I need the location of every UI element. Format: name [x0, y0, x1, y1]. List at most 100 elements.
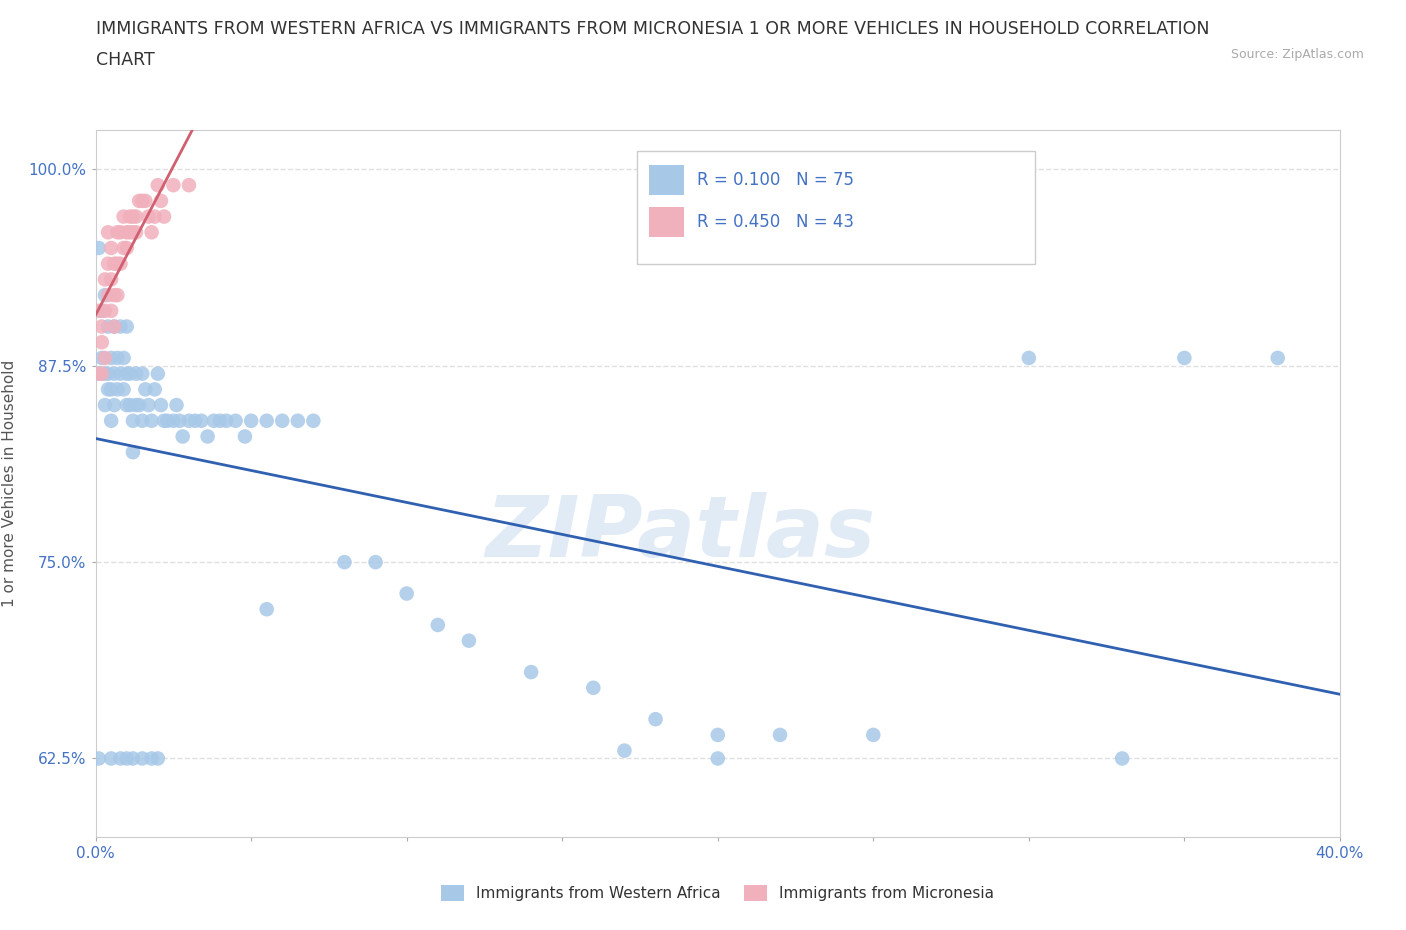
Point [100, 413, 122, 428]
Point [94, 303, 117, 318]
Point [94, 398, 117, 413]
Point [769, 727, 792, 742]
Text: IMMIGRANTS FROM WESTERN AFRICA VS IMMIGRANTS FROM MICRONESIA 1 OR MORE VEHICLES : IMMIGRANTS FROM WESTERN AFRICA VS IMMIGR… [96, 20, 1209, 38]
Point [172, 429, 194, 444]
Point [115, 751, 138, 766]
Point [97, 225, 120, 240]
Point [115, 366, 138, 381]
Point [256, 602, 278, 617]
Point [169, 413, 191, 428]
Point [103, 398, 125, 413]
Point [115, 319, 138, 334]
Point [125, 209, 148, 224]
Point [87, 303, 110, 318]
Point [97, 257, 120, 272]
Point [1267, 351, 1289, 365]
Point [90, 303, 112, 318]
Point [103, 319, 125, 334]
Text: R = 0.450   N = 43: R = 0.450 N = 43 [696, 213, 853, 231]
Point [131, 193, 153, 208]
Point [141, 751, 163, 766]
Point [707, 727, 730, 742]
Point [426, 618, 449, 632]
Point [125, 398, 148, 413]
Point [115, 225, 138, 240]
Point [1111, 751, 1133, 766]
Point [94, 351, 117, 365]
Point [131, 751, 153, 766]
Point [271, 413, 294, 428]
Point [122, 445, 145, 459]
Text: CHART: CHART [96, 51, 155, 69]
Point [153, 413, 176, 428]
Point [302, 413, 325, 428]
Point [134, 382, 156, 397]
Point [97, 287, 120, 302]
Point [146, 366, 169, 381]
Point [94, 287, 117, 302]
Point [100, 382, 122, 397]
Point [149, 193, 172, 208]
Point [94, 272, 117, 286]
Point [100, 241, 122, 256]
Point [94, 366, 117, 381]
FancyBboxPatch shape [637, 152, 1035, 264]
Point [105, 225, 128, 240]
Point [162, 178, 184, 193]
Point [105, 382, 128, 397]
Point [87, 751, 110, 766]
Point [90, 319, 112, 334]
Point [118, 209, 141, 224]
Point [184, 413, 207, 428]
Point [256, 413, 278, 428]
Point [131, 366, 153, 381]
Point [100, 272, 122, 286]
Point [215, 413, 238, 428]
Point [287, 413, 309, 428]
Point [141, 413, 163, 428]
Point [582, 681, 605, 696]
Point [240, 413, 263, 428]
Point [90, 335, 112, 350]
Point [110, 751, 132, 766]
Point [103, 257, 125, 272]
Point [87, 241, 110, 256]
Point [90, 351, 112, 365]
Point [90, 366, 112, 381]
Point [122, 225, 145, 240]
Point [364, 554, 387, 569]
Point [613, 743, 636, 758]
Point [110, 257, 132, 272]
Point [105, 257, 128, 272]
Point [395, 586, 418, 601]
Point [97, 366, 120, 381]
Point [166, 398, 188, 413]
Point [202, 413, 225, 428]
Point [190, 413, 212, 428]
Point [112, 382, 135, 397]
Point [131, 413, 153, 428]
Point [122, 209, 145, 224]
Point [87, 366, 110, 381]
Point [122, 413, 145, 428]
Point [110, 225, 132, 240]
Point [118, 225, 141, 240]
Point [162, 413, 184, 428]
Point [146, 751, 169, 766]
Point [90, 366, 112, 381]
Point [177, 178, 200, 193]
Point [156, 413, 179, 428]
Point [112, 209, 135, 224]
Point [233, 429, 256, 444]
Point [225, 413, 247, 428]
FancyBboxPatch shape [650, 207, 685, 237]
Point [128, 193, 150, 208]
Text: Source: ZipAtlas.com: Source: ZipAtlas.com [1230, 48, 1364, 61]
Legend: Immigrants from Western Africa, Immigrants from Micronesia: Immigrants from Western Africa, Immigran… [436, 879, 1000, 907]
Point [118, 366, 141, 381]
Point [143, 382, 166, 397]
FancyBboxPatch shape [650, 165, 685, 194]
Point [209, 413, 232, 428]
Point [103, 366, 125, 381]
Point [87, 366, 110, 381]
